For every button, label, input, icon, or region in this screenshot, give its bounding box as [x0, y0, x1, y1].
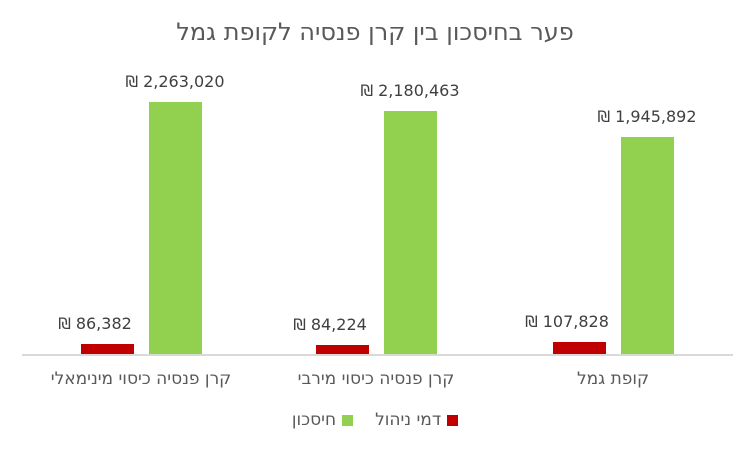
data-label-savings: ₪ 1,945,892 — [597, 107, 697, 126]
bar-fees — [315, 345, 369, 354]
legend-swatch-savings — [342, 414, 354, 426]
bar-savings — [620, 137, 674, 354]
data-label-fees: ₪ 86,382 — [58, 314, 132, 333]
category-label: קרן פנסיה כיסוי מירבי — [297, 369, 455, 389]
legend-label-fees: דמי ניהול — [375, 410, 442, 430]
legend-label-savings: חיסכון — [291, 410, 337, 430]
bar-fees — [552, 342, 606, 354]
legend-swatch-fees — [447, 414, 459, 426]
bar-fees — [80, 344, 134, 354]
category-label: קופת גמל — [576, 369, 650, 389]
legend-item-savings: חיסכון — [291, 410, 354, 430]
data-label-fees: ₪ 84,224 — [293, 315, 367, 334]
bar-savings — [383, 111, 437, 354]
legend-item-fees: דמי ניהול — [375, 410, 459, 430]
chart-title: פער בחיסכון בין קרן פנסיה לקופת גמל — [176, 18, 574, 46]
category-label: קרן פנסיה כיסוי מינימאלי — [50, 369, 232, 389]
data-label-savings: ₪ 2,180,463 — [360, 81, 460, 100]
bar-savings — [148, 102, 202, 354]
x-axis-line — [22, 354, 733, 356]
data-label-fees: ₪ 107,828 — [525, 312, 609, 331]
data-label-savings: ₪ 2,263,020 — [125, 72, 225, 91]
legend: דמי ניהול חיסכון — [0, 410, 750, 430]
